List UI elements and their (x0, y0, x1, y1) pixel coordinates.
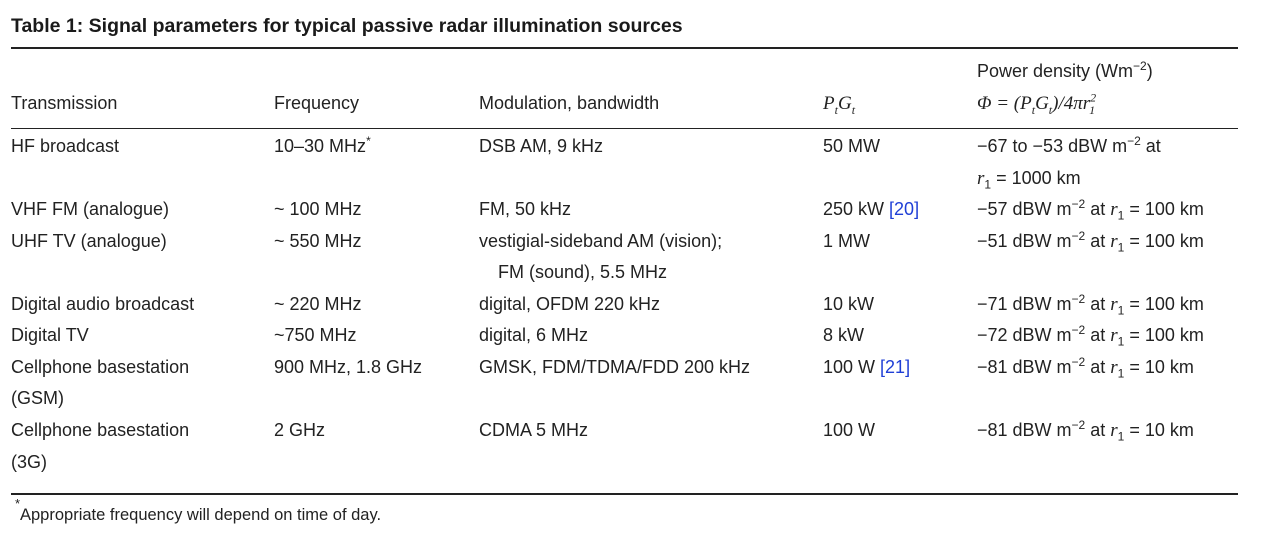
row-4-power: −72 dBW m−2 at r1 = 100 km (977, 323, 1204, 349)
row-2-modulation-line2: FM (sound), 5.5 MHz (498, 262, 668, 282)
row-6-transmission-line2: (3G) (11, 452, 47, 472)
row-5-power: −81 dBW m−2 at r1 = 10 km (977, 355, 1194, 381)
bottom-rule (11, 493, 1238, 495)
row-2-modulation: vestigial-sideband AM (vision); (479, 231, 723, 251)
row-6-transmission: Cellphone basestation (11, 420, 190, 440)
citation-link[interactable]: [21] (880, 357, 911, 377)
table-title: Table 1: Signal parameters for typical p… (11, 15, 683, 37)
row-1-ptgt: 250 kW [20] (823, 199, 920, 219)
row-4-ptgt: 8 kW (823, 325, 865, 345)
footnote: * Appropriate frequency will depend on t… (11, 496, 382, 533)
header-power-density: Power density (Wm−2) (977, 59, 1153, 81)
row-1-transmission: VHF FM (analogue) (11, 199, 170, 219)
row-6-power: −81 dBW m−2 at r1 = 10 km (977, 418, 1194, 444)
header-power-formula: Φ = (PtGt)/4πr21 (977, 90, 1097, 117)
row-1-modulation: FM, 50 kHz (479, 199, 572, 219)
row-3-transmission: Digital audio broadcast (11, 294, 195, 314)
row-1-power: −57 dBW m−2 at r1 = 100 km (977, 197, 1204, 223)
row-6-frequency: 2 GHz (274, 420, 326, 440)
row-6-ptgt: 100 W (823, 420, 876, 440)
row-3-power: −71 dBW m−2 at r1 = 100 km (977, 292, 1204, 318)
row-3-ptgt: 10 kW (823, 294, 875, 314)
row-0-ptgt: 50 MW (823, 136, 881, 156)
row-5-ptgt: 100 W [21] (823, 357, 911, 377)
row-2-frequency: ~ 550 MHz (274, 231, 362, 251)
header-ptgt: PtGt (823, 93, 856, 117)
row-4-modulation: digital, 6 MHz (479, 325, 589, 345)
row-3-modulation: digital, OFDM 220 kHz (479, 294, 661, 314)
row-2-power: −51 dBW m−2 at r1 = 100 km (977, 229, 1204, 255)
row-5-frequency: 900 MHz, 1.8 GHz (274, 357, 423, 377)
row-0-power: −67 to −53 dBW m−2 at (977, 134, 1161, 156)
row-5-transmission: Cellphone basestation (11, 357, 190, 377)
row-4-transmission: Digital TV (11, 325, 89, 345)
row-6-modulation: CDMA 5 MHz (479, 420, 589, 440)
top-rule (11, 47, 1238, 49)
citation-link[interactable]: [20] (889, 199, 920, 219)
row-3-frequency: ~ 220 MHz (274, 294, 362, 314)
footnote-mark: * (15, 496, 21, 511)
row-0-frequency: 10–30 MHz* (274, 134, 371, 156)
row-4-frequency: ~750 MHz (274, 325, 357, 345)
row-5-modulation: GMSK, FDM/TDMA/FDD 200 kHz (479, 357, 751, 377)
row-2-ptgt: 1 MW (823, 231, 870, 251)
row-0-transmission: HF broadcast (11, 136, 120, 156)
row-1-frequency: ~ 100 MHz (274, 199, 362, 219)
header-rule (11, 128, 1238, 129)
header-transmission: Transmission (11, 93, 118, 113)
row-0-power-line2: r1 = 1000 km (977, 168, 1081, 192)
header-frequency: Frequency (274, 93, 360, 113)
footnote-text: Appropriate frequency will depend on tim… (20, 506, 382, 524)
row-5-transmission-line2: (GSM) (11, 388, 64, 408)
row-2-transmission: UHF TV (analogue) (11, 231, 167, 251)
header-modulation: Modulation, bandwidth (479, 93, 660, 113)
row-0-modulation: DSB AM, 9 kHz (479, 136, 604, 156)
